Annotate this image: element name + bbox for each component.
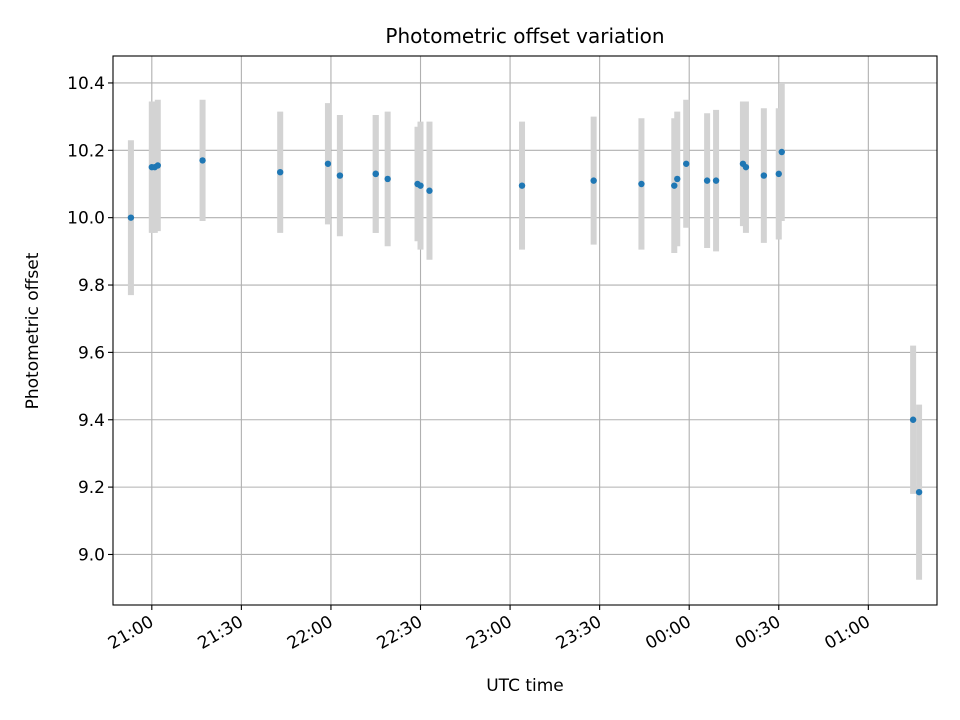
data-point: [674, 175, 681, 183]
x-tick-label: 00:00: [642, 612, 694, 654]
error-bars: [127, 82, 923, 580]
x-tick-label: 00:30: [732, 612, 784, 654]
x-tick-label: 22:00: [284, 612, 336, 654]
data-point: [712, 177, 720, 184]
data-point: [590, 177, 597, 184]
x-tick-label: 23:30: [553, 612, 605, 654]
data-point: [518, 182, 526, 189]
data-point: [778, 148, 785, 156]
data-point: [276, 168, 284, 176]
y-tick-label: 9.2: [78, 478, 105, 498]
x-tick-label: 23:00: [463, 612, 515, 654]
data-point: [154, 162, 161, 169]
y-tick-label: 9.4: [78, 411, 105, 431]
data-point: [671, 182, 678, 189]
data-point: [426, 187, 433, 194]
x-tick-label: 21:00: [105, 612, 157, 654]
x-axis-label: UTC time: [486, 676, 564, 696]
y-tick-label: 10.2: [67, 141, 105, 161]
data-point: [324, 160, 332, 167]
data-point: [742, 163, 750, 171]
data-point: [760, 172, 768, 179]
y-tick-label: 9.6: [78, 343, 105, 363]
y-tick-label: 10.0: [67, 209, 105, 229]
y-tick-label: 9.8: [78, 276, 105, 296]
y-tick-label: 10.4: [67, 74, 105, 94]
data-points: [127, 148, 923, 496]
data-point: [384, 175, 391, 183]
chart-title: Photometric offset variation: [385, 24, 664, 48]
data-point: [372, 170, 379, 178]
x-tick-label: 01:00: [821, 612, 873, 654]
data-point: [909, 416, 917, 423]
data-point: [683, 160, 690, 167]
axis-ticks: 21:00 21:30 22:00 22:30 23:00 23:30 00:00 00:30…: [67, 74, 874, 654]
y-axis-label: Photometric offset: [23, 252, 43, 409]
data-point: [703, 177, 711, 184]
plot-frame: [112, 55, 938, 606]
data-point: [199, 157, 206, 164]
data-point: [417, 182, 424, 189]
data-point: [775, 170, 782, 178]
data-point: [336, 172, 344, 179]
x-tick-label: 21:30: [194, 612, 246, 654]
grid: [113, 56, 937, 605]
y-tick-label: 9.0: [78, 545, 105, 565]
data-point: [915, 488, 923, 496]
data-point: [638, 180, 645, 188]
data-point: [127, 214, 135, 221]
x-tick-label: 22:30: [374, 612, 426, 654]
